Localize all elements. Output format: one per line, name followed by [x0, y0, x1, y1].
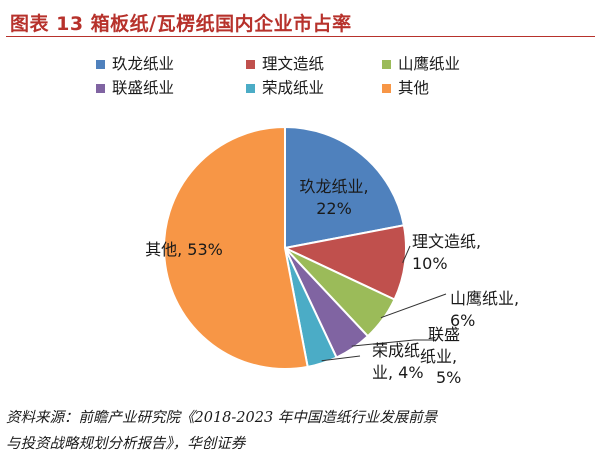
legend-swatch-slice-2: [246, 60, 255, 69]
legend-swatch-slice-1: [96, 60, 105, 69]
pie-slice-slice-6: [163, 125, 309, 370]
legend-label-slice-5: 荣成纸业: [262, 79, 324, 97]
leader-line-slice-3: [380, 293, 447, 319]
source-note: 资料来源：前瞻产业研究院《2018-2023 年中国造纸行业发展前景 与投资战略…: [6, 405, 596, 457]
legend-label-slice-3: 山鹰纸业: [398, 55, 460, 73]
pie-slice-slice-1: [284, 125, 406, 250]
leader-line-slice-5: [321, 355, 361, 362]
legend-label-slice-2: 理文造纸: [262, 55, 324, 73]
legend-label-slice-4: 联盛纸业: [112, 79, 174, 97]
data-label-slice-3: 山鹰纸业, 6%: [450, 289, 519, 330]
legend-label-slice-6: 其他: [398, 79, 429, 97]
data-label-slice-4-value: 5%: [436, 368, 461, 387]
legend-swatch-slice-6: [382, 84, 391, 93]
figure-title: 图表 13 箱板纸/瓦楞纸国内企业市占率: [10, 13, 352, 35]
source-note-line-1: 资料来源：前瞻产业研究院《2018-2023 年中国造纸行业发展前景: [6, 410, 438, 426]
legend-swatch-slice-5: [246, 84, 255, 93]
legend-swatch-slice-4: [96, 84, 105, 93]
legend-label-slice-1: 玖龙纸业: [112, 55, 174, 73]
figure-title-bar: 图表 13 箱板纸/瓦楞纸国内企业市占率: [6, 6, 595, 37]
data-label-slice-4-tail: 纸业,: [420, 347, 457, 366]
leader-line-slice-2: [402, 245, 411, 264]
pie-chart-area: 玖龙纸业 理文造纸 山鹰纸业联盛纸业 荣成纸业 其他玖龙纸业, 22% 理文造纸, 10% 山鹰…: [0, 40, 601, 395]
pie-slice-slice-2: [281, 224, 407, 301]
source-note-line-2: 与投资战略规划分析报告》，华创证券: [6, 436, 246, 452]
data-label-slice-6: 其他, 53%: [145, 240, 223, 259]
data-label-slice-4: 联盛: [428, 325, 460, 344]
data-label-slice-5: 荣成纸业, 4%: [372, 341, 424, 382]
data-label-slice-1: 玖龙纸业, 22%: [299, 177, 368, 218]
legend-swatch-slice-3: [382, 60, 391, 69]
leader-line-slice-4: [351, 339, 436, 347]
data-label-slice-2: 理文造纸, 10%: [412, 232, 481, 273]
